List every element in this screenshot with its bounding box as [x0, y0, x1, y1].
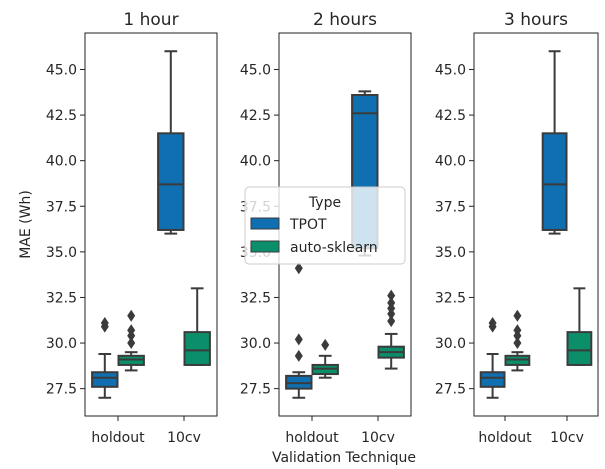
outlier-point [387, 296, 396, 309]
chart-panel-3: 3 hours 27.5 30.0 32.5 35.0 37.5 40.0 42.5 45.0 h… [435, 10, 599, 446]
box-tpot-holdout [285, 262, 313, 399]
x-axis-label: Validation Technique [272, 450, 416, 466]
x-tick-label: 10cv [167, 430, 201, 446]
x-tick-label: 10cv [550, 430, 584, 446]
y-tick-label: 37.5 [46, 199, 77, 215]
y-tick-label: 32.5 [46, 290, 77, 306]
y-tick-label: 45.0 [435, 62, 466, 78]
box-auto-sklearn-10cv [183, 287, 211, 366]
y-axis-label: MAE (Wh) [18, 190, 34, 259]
y-tick-label: 40.0 [240, 154, 271, 170]
chart-title: 2 hours [313, 10, 377, 30]
box-auto-sklearn-10cv [377, 289, 405, 370]
x-tick-label: holdout [91, 430, 145, 446]
outlier-point [100, 316, 109, 329]
box-iqr [479, 371, 506, 388]
box-tpot-holdout [479, 316, 506, 399]
y-tick-label: 42.5 [240, 108, 271, 124]
chart-title: 3 hours [504, 10, 568, 30]
y-tick-label: 40.0 [435, 154, 466, 170]
outlier-point [513, 337, 522, 350]
y-tick-label: 37.5 [435, 199, 466, 215]
x-tick-label: holdout [285, 430, 339, 446]
legend-label-auto-sklearn: auto-sklearn [290, 240, 378, 256]
outlier-point [513, 309, 522, 322]
box-iqr [183, 331, 211, 366]
outlier-point [294, 333, 303, 346]
outlier-point [294, 349, 303, 362]
y-tick-label: 30.0 [240, 336, 271, 352]
box-auto-sklearn-holdout [311, 338, 339, 379]
box-tpot-10cv [157, 50, 185, 235]
outlier-point [387, 289, 396, 302]
outlier-point [294, 262, 303, 275]
y-tick-label: 42.5 [435, 108, 466, 124]
outlier-point [488, 316, 497, 329]
box-iqr [91, 371, 119, 388]
box-iqr [541, 132, 568, 231]
legend: Type TPOT auto-sklearn [244, 186, 406, 265]
box-tpot-holdout [91, 316, 119, 399]
y-tick-label: 42.5 [46, 108, 77, 124]
outlier-point [127, 309, 136, 322]
outlier-point [127, 337, 136, 350]
legend-frame [244, 186, 406, 265]
y-tick-label: 27.5 [435, 382, 466, 398]
plot-frame [84, 32, 218, 417]
y-tick-label: 45.0 [46, 62, 77, 78]
y-tick-label: 45.0 [240, 62, 271, 78]
outlier-point [513, 324, 522, 337]
outlier-point [127, 324, 136, 337]
box-auto-sklearn-holdout [117, 309, 145, 372]
outlier-point [387, 315, 396, 328]
y-tick-label: 40.0 [46, 154, 77, 170]
legend-swatch-tpot [250, 217, 280, 230]
box-auto-sklearn-10cv [566, 287, 593, 366]
y-tick-label: 35.0 [46, 245, 77, 261]
box-auto-sklearn-holdout [504, 309, 531, 372]
y-tick-label: 32.5 [435, 290, 466, 306]
y-tick-label: 30.0 [435, 336, 466, 352]
y-tick-label: 30.0 [46, 336, 77, 352]
chart-title: 1 hour [123, 10, 178, 30]
y-tick-label: 27.5 [240, 382, 271, 398]
y-tick-label: 35.0 [435, 245, 466, 261]
box-iqr [566, 331, 593, 366]
box-iqr [157, 132, 185, 231]
chart-panel-1: 1 hour 27.5 30.0 32.5 35.0 37.5 40.0 42.5 45.0 ho… [18, 10, 218, 446]
outlier-point [321, 338, 330, 351]
box-tpot-10cv [541, 50, 568, 235]
plot-frame [473, 32, 599, 417]
y-tick-label: 27.5 [46, 382, 77, 398]
legend-label-tpot: TPOT [289, 217, 327, 233]
x-tick-label: holdout [478, 430, 532, 446]
legend-title: Type [308, 195, 341, 211]
y-tick-label: 32.5 [240, 290, 271, 306]
legend-swatch-auto-sklearn [250, 240, 280, 253]
x-tick-label: 10cv [361, 430, 395, 446]
